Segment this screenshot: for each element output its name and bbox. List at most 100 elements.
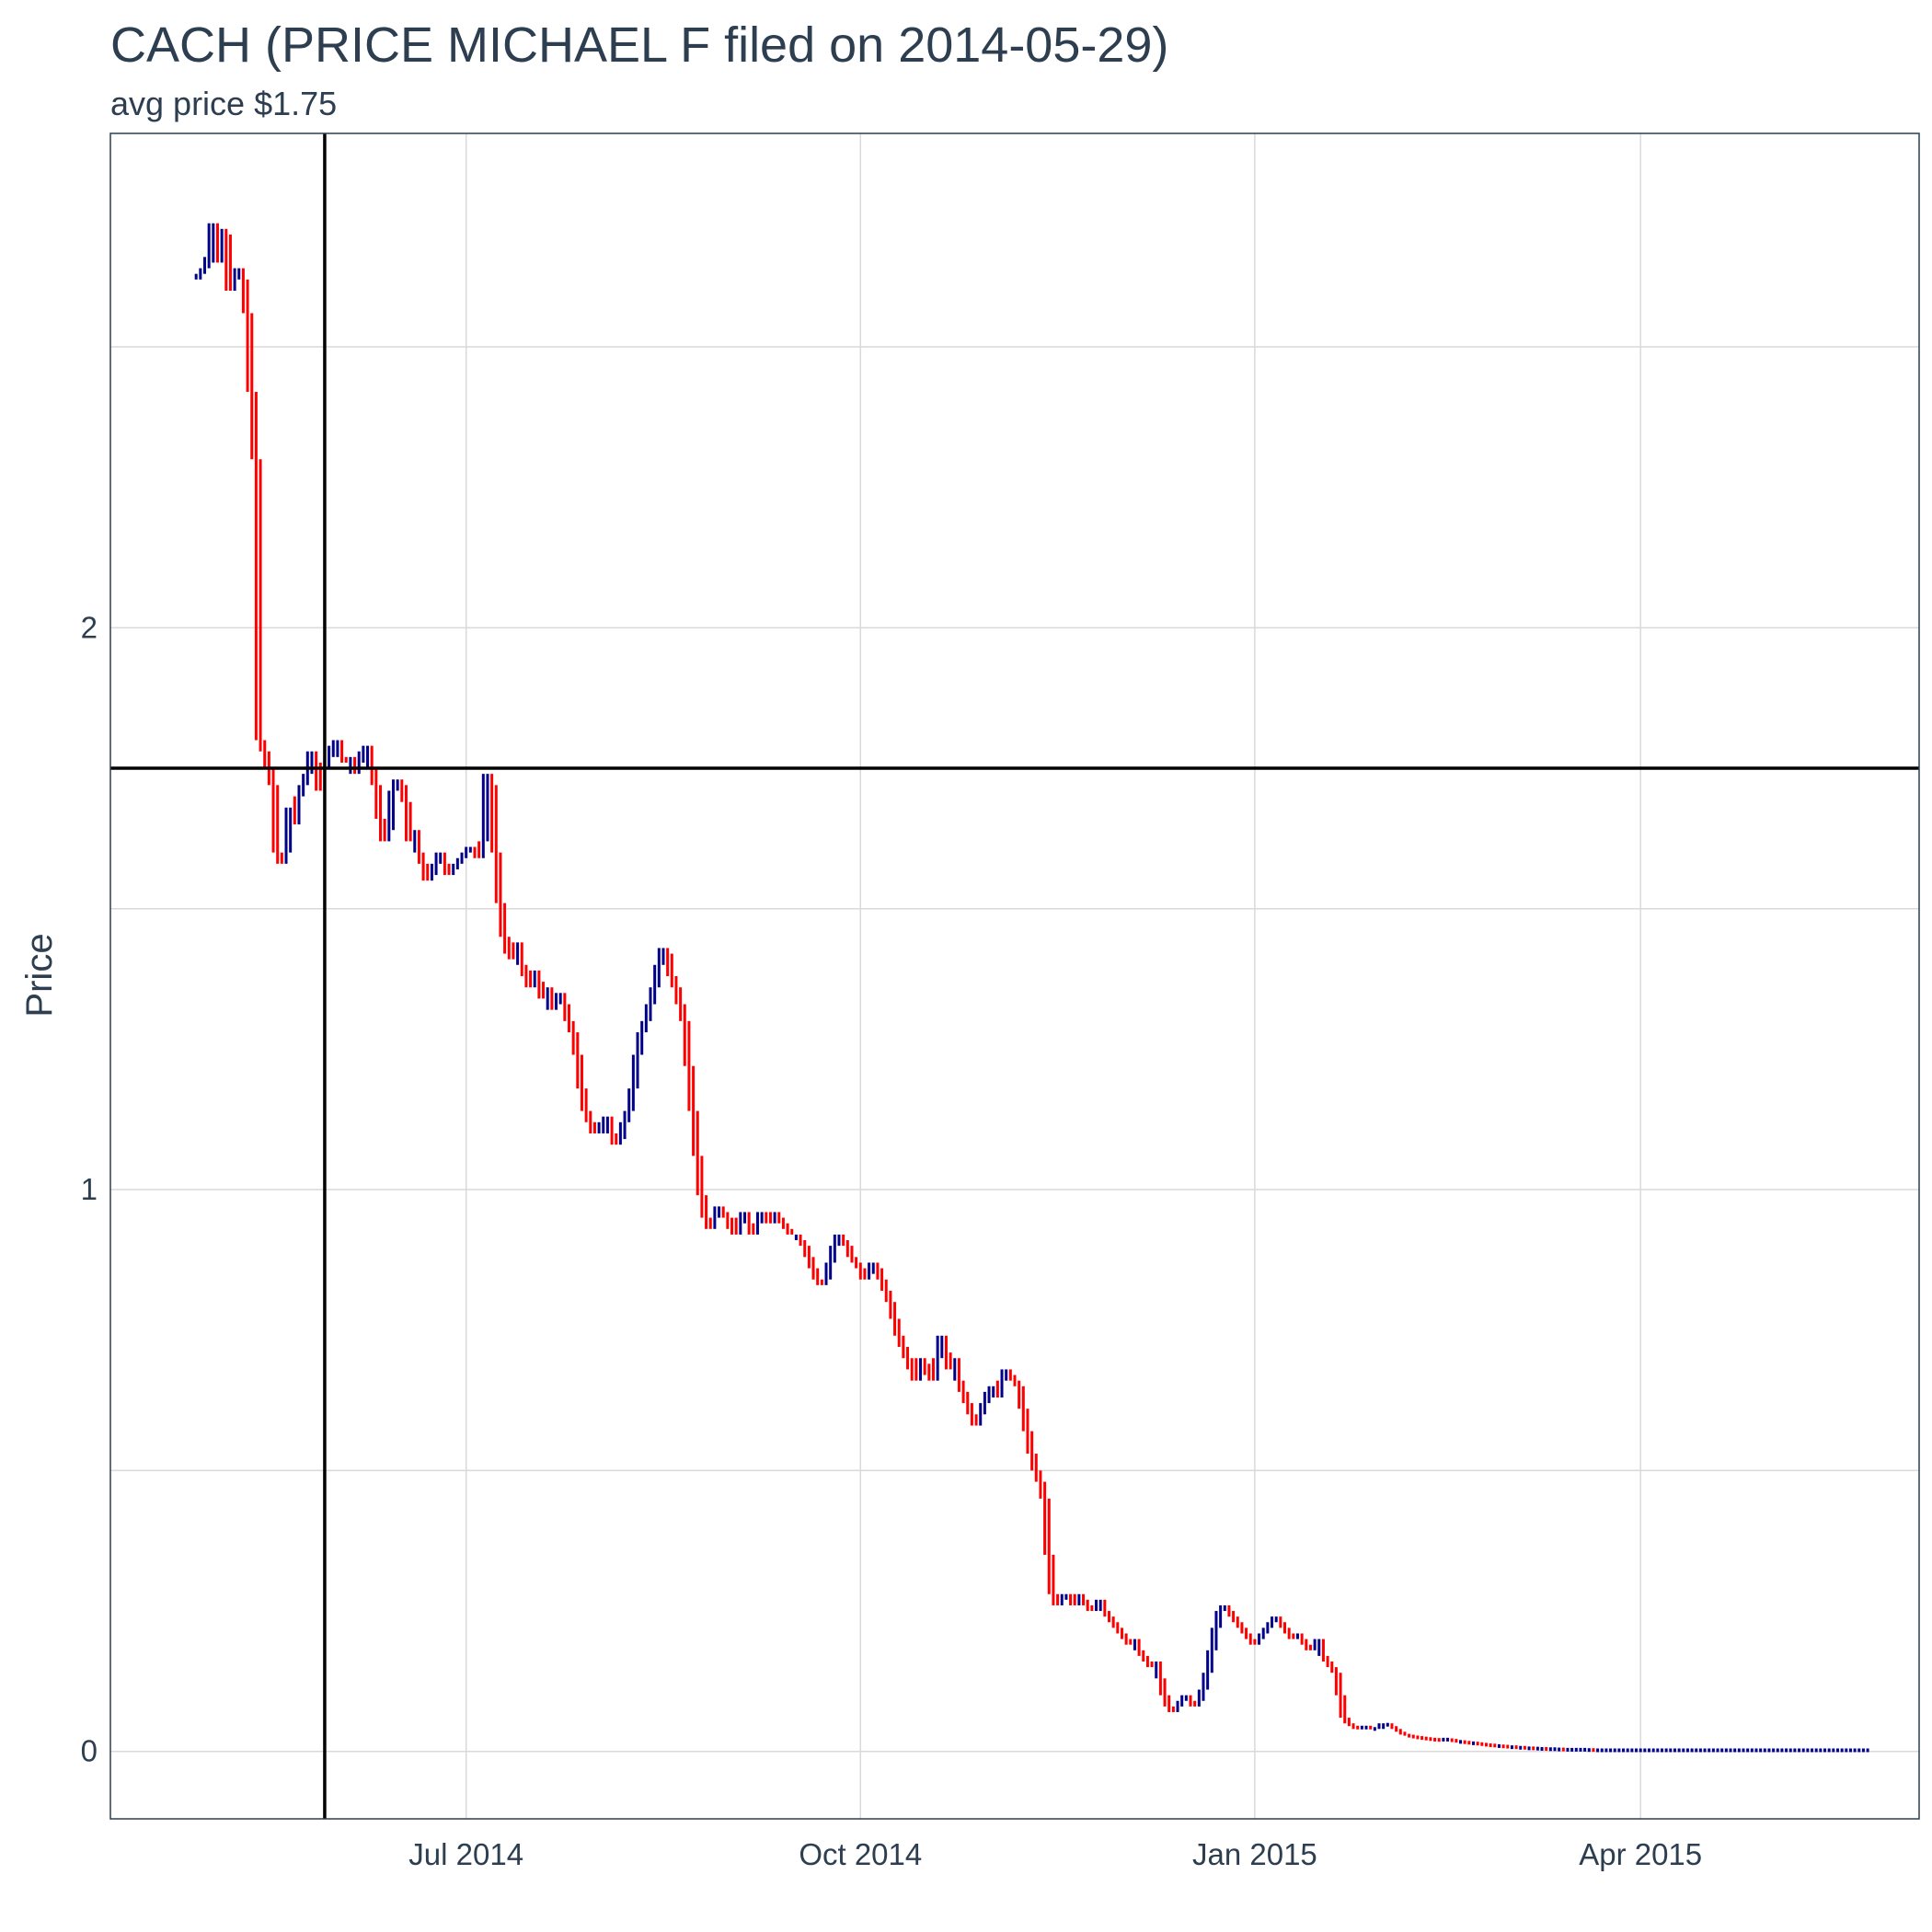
price-bar (970, 1403, 973, 1426)
price-bar (1532, 1746, 1535, 1751)
price-bar (499, 852, 502, 937)
price-bar (310, 751, 314, 775)
x-tick-label: Jan 2015 (1192, 1837, 1317, 1871)
price-bar (1189, 1695, 1192, 1707)
price-bar (486, 774, 489, 842)
price-bar (391, 779, 395, 831)
price-bar (799, 1234, 802, 1247)
price-bar (1656, 1748, 1660, 1753)
price-bar (631, 1054, 635, 1111)
price-bar (1643, 1748, 1647, 1753)
price-bar (465, 846, 468, 858)
price-bar (1420, 1736, 1424, 1741)
price-bar (233, 268, 236, 291)
price-bar (1373, 1727, 1376, 1731)
price-bar (1008, 1369, 1012, 1381)
price-bar (1570, 1747, 1574, 1752)
price-bar (250, 313, 254, 460)
price-bar (1455, 1739, 1458, 1743)
price-bar (602, 1116, 605, 1133)
price-bar (237, 268, 241, 280)
price-bar (876, 1262, 880, 1280)
price-bar (1814, 1748, 1818, 1753)
price-bar (752, 1223, 755, 1235)
price-bar (396, 779, 399, 791)
price-bar (1274, 1616, 1278, 1623)
price-bar (439, 852, 443, 864)
y-axis-ticks: 0 1 2 (81, 610, 98, 1767)
price-bar (661, 948, 665, 965)
price-bar (1021, 1386, 1025, 1432)
price-bar (1471, 1741, 1475, 1745)
price-bar (1193, 1700, 1197, 1707)
price-bar (811, 1257, 815, 1280)
price-bar (995, 1380, 999, 1397)
price-bar (1142, 1650, 1145, 1662)
price-bar (1540, 1746, 1544, 1751)
price-bar (383, 819, 386, 842)
price-bar (1785, 1748, 1788, 1753)
price-bar (1801, 1748, 1805, 1753)
price-bar (1223, 1604, 1226, 1612)
price-bar (1077, 1593, 1081, 1605)
price-bar (318, 762, 322, 791)
price-bar (807, 1246, 811, 1269)
price-bar (434, 852, 438, 876)
price-bar (558, 993, 562, 1005)
price-bar (503, 903, 507, 954)
price-bar (773, 1212, 776, 1224)
price-bar (1360, 1725, 1363, 1730)
price-bar (1463, 1740, 1466, 1744)
price-bar (1261, 1627, 1265, 1639)
price-bar (765, 1212, 768, 1224)
price-bar (1651, 1748, 1655, 1753)
price-bar (546, 987, 549, 1010)
price-bar (721, 1206, 725, 1218)
price-bar (336, 740, 339, 757)
price-bar (1695, 1748, 1698, 1753)
price-bar (829, 1246, 833, 1280)
price-bar (1622, 1748, 1626, 1753)
price-bar (302, 774, 305, 797)
price-bar (837, 1234, 841, 1247)
price-bar (718, 1206, 721, 1218)
price-bar (1711, 1748, 1715, 1753)
price-bar (473, 846, 477, 858)
price-bar (1086, 1599, 1089, 1612)
price-bar (1819, 1748, 1823, 1753)
price-bar (1202, 1673, 1205, 1701)
price-bar (220, 228, 224, 263)
price-bar (349, 756, 352, 775)
price-bar (1227, 1604, 1231, 1617)
price-bar (524, 964, 528, 988)
price-bar (1171, 1706, 1175, 1712)
price-bar (1129, 1639, 1133, 1645)
price-bar (1506, 1744, 1510, 1749)
price-bar (224, 228, 228, 291)
price-bar (1811, 1748, 1814, 1753)
price-bar (966, 1391, 970, 1415)
price-bar (1095, 1599, 1098, 1612)
price-bar (1271, 1616, 1274, 1628)
price-bar (1034, 1454, 1038, 1482)
price-bar (1523, 1745, 1526, 1750)
price-bar (884, 1279, 888, 1303)
price-bar (889, 1290, 892, 1319)
price-bar (207, 223, 211, 269)
price-bar (1090, 1604, 1094, 1612)
price-bar (408, 801, 412, 842)
chart-title: CACH (PRICE MICHAEL F filed on 2014-05-2… (110, 17, 1169, 73)
price-bar (1857, 1748, 1861, 1753)
price-bar (974, 1414, 978, 1426)
price-bar (1450, 1738, 1454, 1742)
price-bar (1107, 1611, 1110, 1623)
price-bar (1305, 1639, 1308, 1650)
price-bar (576, 1032, 580, 1089)
price-bar (1788, 1748, 1792, 1753)
x-tick-label: Jul 2014 (408, 1837, 523, 1871)
price-bar (747, 1212, 751, 1235)
price-bar (494, 785, 498, 903)
price-bar (1056, 1593, 1060, 1605)
price-bar (276, 785, 280, 864)
price-bar (293, 796, 296, 825)
